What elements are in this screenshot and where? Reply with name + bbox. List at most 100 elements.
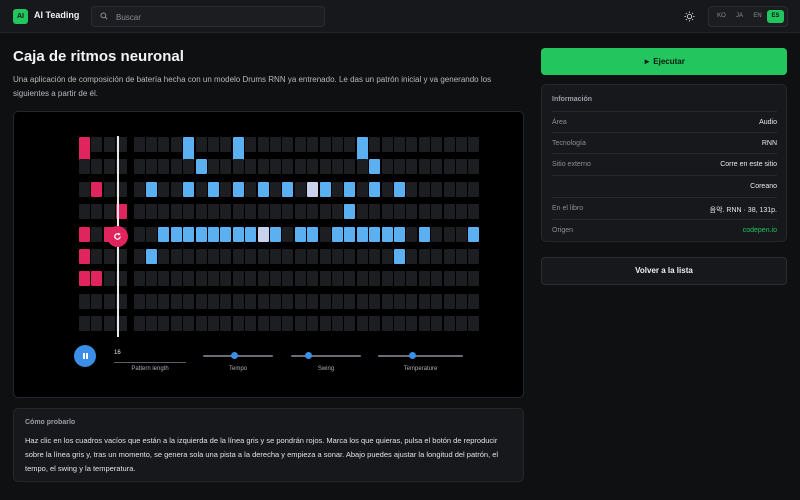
drum-cell[interactable] [257, 181, 269, 197]
drum-cell[interactable] [79, 271, 90, 287]
drum-cell[interactable] [170, 181, 182, 197]
drum-cell[interactable] [332, 159, 343, 175]
drum-cell[interactable] [133, 226, 145, 242]
drum-cell[interactable] [294, 226, 306, 242]
drum-cell[interactable] [116, 137, 128, 152]
drum-cell[interactable] [257, 137, 269, 152]
drum-cell[interactable] [431, 271, 443, 287]
drum-cell[interactable] [443, 293, 455, 309]
drum-cell[interactable] [270, 316, 281, 332]
drum-cell[interactable] [319, 204, 331, 220]
search-input[interactable] [114, 10, 318, 25]
drum-cell[interactable] [307, 249, 319, 264]
theme-toggle-icon[interactable] [684, 11, 695, 22]
drum-cell[interactable] [381, 271, 393, 287]
drum-cell[interactable] [468, 226, 480, 242]
drum-cell[interactable] [294, 204, 306, 220]
drum-cell[interactable] [319, 181, 331, 197]
drum-cell[interactable] [183, 316, 195, 332]
drum-cell[interactable] [344, 293, 356, 309]
drum-cell[interactable] [332, 271, 343, 287]
drum-cell[interactable] [232, 159, 244, 175]
drum-cell[interactable] [456, 159, 467, 175]
drum-cell[interactable] [332, 249, 343, 264]
drum-cell[interactable] [406, 204, 418, 220]
drum-cell[interactable] [282, 137, 294, 152]
drum-cell[interactable] [344, 181, 356, 197]
drum-cell[interactable] [307, 159, 319, 175]
drum-cell[interactable] [245, 249, 257, 264]
drum-cell[interactable] [406, 293, 418, 309]
drum-cell[interactable] [307, 293, 319, 309]
drum-cell[interactable] [170, 137, 182, 152]
drum-cell[interactable] [282, 249, 294, 264]
drum-cell[interactable] [146, 271, 157, 287]
drum-cell[interactable] [307, 137, 319, 152]
drum-cell[interactable] [307, 271, 319, 287]
drum-cell[interactable] [158, 271, 170, 287]
drum-cell[interactable] [170, 249, 182, 264]
drum-cell[interactable] [183, 137, 195, 169]
drum-cell[interactable] [158, 316, 170, 332]
drum-cell[interactable] [456, 316, 467, 332]
drum-cell[interactable] [220, 159, 232, 175]
drum-cell[interactable] [208, 316, 219, 332]
drum-cell[interactable] [319, 293, 331, 309]
drum-cell[interactable] [369, 204, 381, 220]
drum-cell[interactable] [270, 226, 281, 242]
drum-cell[interactable] [468, 249, 480, 264]
drum-cell[interactable] [208, 293, 219, 309]
drum-cell[interactable] [381, 226, 393, 242]
drum-cell[interactable] [91, 226, 103, 242]
drum-cell[interactable] [468, 137, 480, 152]
drum-cell[interactable] [183, 181, 195, 197]
drum-cell[interactable] [146, 316, 157, 332]
drum-cell[interactable] [232, 249, 244, 264]
drum-cell[interactable] [116, 159, 128, 175]
drum-cell[interactable] [270, 204, 281, 220]
drum-cell[interactable] [158, 137, 170, 152]
drum-cell[interactable] [344, 226, 356, 242]
drum-cell[interactable] [158, 181, 170, 197]
drum-cell[interactable] [369, 159, 381, 175]
app-brand[interactable]: AI Teading [34, 10, 80, 20]
drum-cell[interactable] [91, 271, 103, 287]
lang-ko[interactable]: KO [717, 13, 726, 19]
drum-cell[interactable] [369, 137, 381, 152]
drum-cell[interactable] [116, 249, 128, 264]
drum-cell[interactable] [208, 271, 219, 287]
drum-cell[interactable] [431, 181, 443, 197]
drum-cell[interactable] [319, 159, 331, 175]
drum-cell[interactable] [232, 137, 244, 169]
drum-cell[interactable] [208, 226, 219, 242]
drum-cell[interactable] [332, 181, 343, 197]
drum-cell[interactable] [195, 293, 207, 309]
drum-cell[interactable] [195, 249, 207, 264]
drum-cell[interactable] [319, 271, 331, 287]
drum-cell[interactable] [282, 293, 294, 309]
drum-cell[interactable] [406, 159, 418, 175]
drum-cell[interactable] [356, 293, 368, 309]
drum-cell[interactable] [394, 159, 405, 175]
drum-cell[interactable] [381, 249, 393, 264]
drum-cell[interactable] [418, 159, 430, 175]
drum-cell[interactable] [116, 181, 128, 197]
drum-cell[interactable] [146, 204, 157, 220]
drum-cell[interactable] [344, 137, 356, 152]
drum-cell[interactable] [183, 293, 195, 309]
drum-cell[interactable] [394, 249, 405, 264]
drum-cell[interactable] [394, 137, 405, 152]
drum-cell[interactable] [208, 249, 219, 264]
drum-cell[interactable] [282, 159, 294, 175]
drum-cell[interactable] [431, 159, 443, 175]
drum-cell[interactable] [220, 204, 232, 220]
drum-cell[interactable] [394, 226, 405, 242]
drum-cell[interactable] [103, 204, 115, 220]
drum-cell[interactable] [369, 316, 381, 332]
drum-cell[interactable] [344, 316, 356, 332]
drum-cell[interactable] [133, 271, 145, 287]
back-to-list-button[interactable]: Volver a la lista [541, 257, 787, 285]
drum-cell[interactable] [103, 181, 115, 197]
drum-cell[interactable] [282, 316, 294, 332]
drum-cell[interactable] [146, 293, 157, 309]
